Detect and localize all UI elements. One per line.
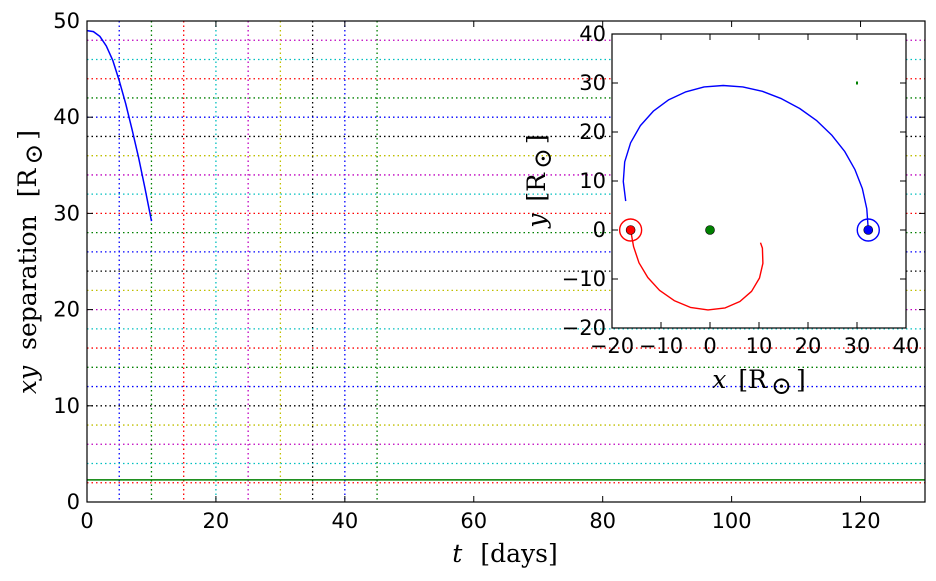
main-series [86, 29, 925, 481]
body-dot [863, 225, 874, 235]
inset-xlabel-sub: ⊙ [771, 371, 792, 400]
inset-yticks: −20 −10 0 10 20 30 40 [562, 22, 906, 340]
main-ylabel-var: xy [13, 365, 42, 394]
x-tick-label: 60 [460, 509, 487, 533]
marker-point [856, 81, 858, 85]
y-tick-label: 30 [53, 201, 80, 225]
x-tick-label: 100 [712, 509, 752, 533]
inset-series [622, 84, 869, 311]
inset-xlabel-close: ] [796, 365, 806, 394]
main-ylabel-word: separation [13, 215, 42, 350]
body-ring [618, 218, 643, 242]
inset-ylabel-sub: ⊙ [528, 148, 557, 169]
main-ylabel-close: ] [13, 130, 42, 140]
inset-y-tick-label: 30 [579, 71, 606, 95]
inset-ylabel-close: ] [522, 134, 551, 144]
x-tick-label: 80 [589, 509, 616, 533]
inset-xlabel-var: x [712, 365, 726, 394]
inset-x-tick-label: −10 [639, 334, 683, 358]
inset-ylabel-unit: [R [522, 172, 551, 202]
body-ring [856, 218, 880, 242]
series-line [86, 29, 153, 222]
main-yticks: 0 10 20 30 40 50 [53, 9, 925, 514]
inset-x-tick-label: 40 [893, 334, 920, 358]
orbit-line [622, 84, 869, 231]
body-dot [705, 225, 715, 235]
inset-x-tick-label: 30 [844, 334, 871, 358]
inset-x-tick-label: 0 [703, 334, 716, 358]
inset-y-tick-label: 40 [579, 22, 606, 46]
inset-ylabel: y [R ⊙ ] [522, 134, 557, 228]
inset-y-tick-label: −10 [562, 267, 606, 291]
y-tick-label: 40 [53, 105, 80, 129]
inset-x-tick-label: 10 [746, 334, 773, 358]
inset-y-tick-label: 20 [579, 120, 606, 144]
main-ylabel-unit: [R [13, 167, 42, 197]
y-tick-label: 0 [67, 490, 80, 514]
inset-points [618, 81, 880, 242]
x-tick-label: 0 [80, 509, 93, 533]
orbit-line [629, 229, 764, 311]
inset-y-tick-label: 0 [593, 218, 606, 242]
y-tick-label: 20 [53, 298, 80, 322]
main-ylabel: xy separation [R ⊙ ] [13, 130, 48, 394]
main-xticks: 0 20 40 60 80 100 120 [80, 21, 881, 533]
inset-y-tick-label: −20 [562, 316, 606, 340]
x-tick-label: 20 [203, 509, 230, 533]
inset-ylabel-var: y [522, 213, 551, 229]
inset-x-tick-label: 20 [795, 334, 822, 358]
main-xlabel: t [days] [452, 539, 557, 568]
x-tick-label: 40 [331, 509, 358, 533]
y-tick-label: 10 [53, 394, 80, 418]
inset-y-tick-label: 10 [579, 169, 606, 193]
body-dot [625, 225, 636, 235]
main-xlabel-unit: [days] [480, 539, 557, 568]
main-ylabel-sub: ⊙ [19, 144, 48, 165]
inset-xticks: −20 −10 0 10 20 30 40 [590, 34, 920, 358]
inset-xlabel: x [R ⊙ ] [712, 365, 805, 400]
main-xlabel-var: t [452, 539, 463, 568]
main-axes-frame [86, 20, 926, 503]
y-tick-label: 50 [53, 9, 80, 33]
inset-background [612, 34, 906, 328]
inset-xlabel-unit: [R [738, 365, 768, 394]
inset-x-tick-label: −20 [590, 334, 634, 358]
x-tick-label: 120 [840, 509, 880, 533]
